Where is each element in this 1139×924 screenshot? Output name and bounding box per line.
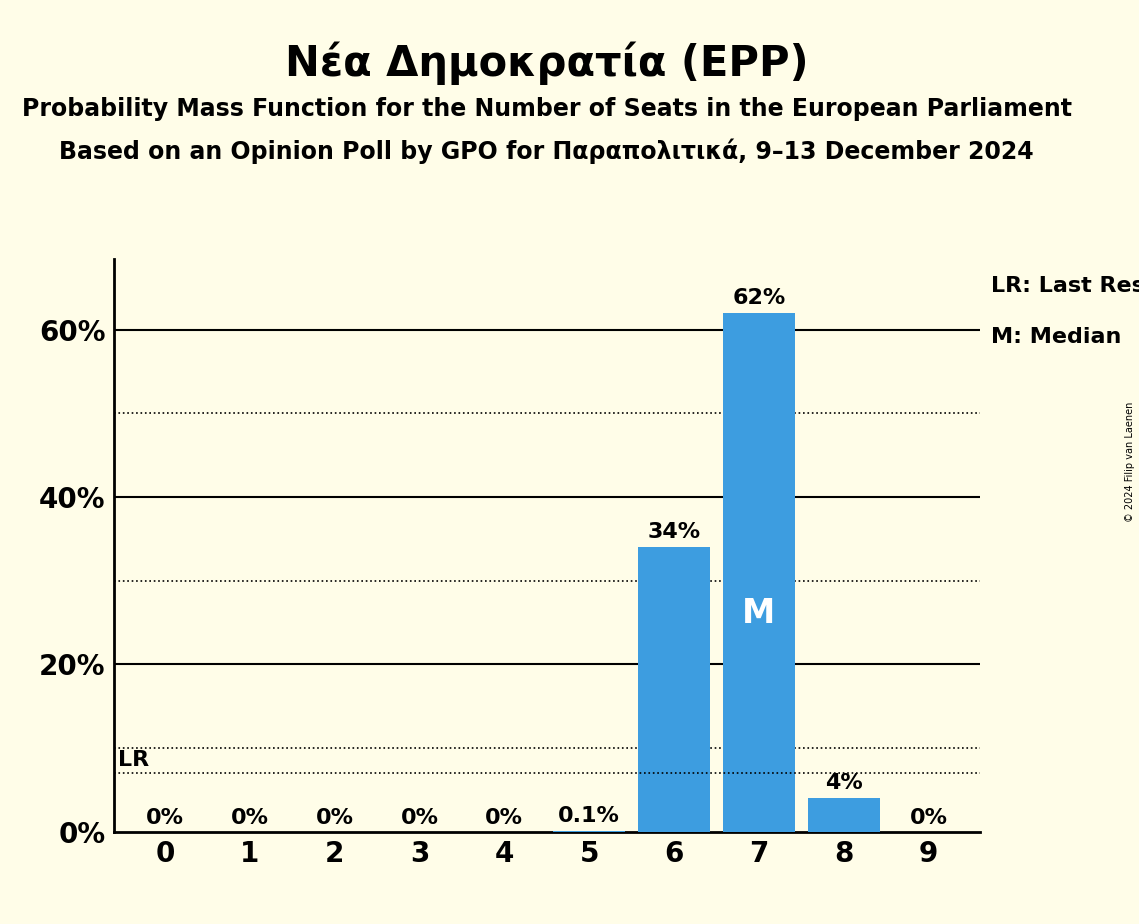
Text: M: M <box>743 597 776 630</box>
Text: Based on an Opinion Poll by GPO for Παραπολιτικά, 9–13 December 2024: Based on an Opinion Poll by GPO for Παρα… <box>59 139 1034 164</box>
Text: 34%: 34% <box>647 522 700 542</box>
Text: LR: Last Result: LR: Last Result <box>991 276 1139 296</box>
Text: Νέα Δημοκρατία (EPP): Νέα Δημοκρατία (EPP) <box>285 42 809 85</box>
Text: 0.1%: 0.1% <box>558 806 620 826</box>
Text: M: Median: M: Median <box>991 327 1121 347</box>
Text: 4%: 4% <box>825 773 862 793</box>
Bar <box>638 547 710 832</box>
Text: 0%: 0% <box>231 808 269 828</box>
Bar <box>808 798 879 832</box>
Text: LR: LR <box>118 749 149 770</box>
Text: 0%: 0% <box>485 808 523 828</box>
Text: 62%: 62% <box>732 288 786 308</box>
Text: Probability Mass Function for the Number of Seats in the European Parliament: Probability Mass Function for the Number… <box>22 97 1072 121</box>
Text: 0%: 0% <box>146 808 183 828</box>
Text: 0%: 0% <box>316 808 353 828</box>
Bar <box>723 313 795 832</box>
Text: 0%: 0% <box>910 808 948 828</box>
Text: © 2024 Filip van Laenen: © 2024 Filip van Laenen <box>1125 402 1134 522</box>
Text: 0%: 0% <box>401 808 439 828</box>
